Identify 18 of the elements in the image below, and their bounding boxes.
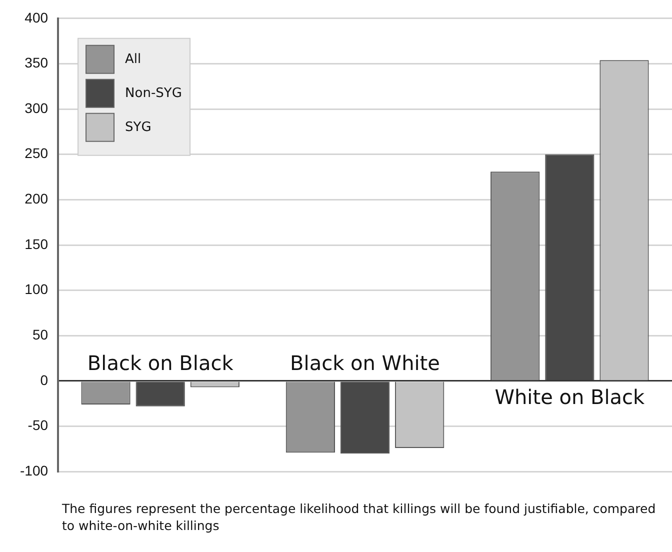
- y-tick-label: 50: [32, 326, 48, 342]
- y-tick-label: -50: [28, 417, 48, 434]
- y-tick-label: -100: [20, 462, 48, 478]
- y-tick-label: 100: [24, 281, 48, 298]
- text: The figures represent the percentage likelihood that killings will be found justifiable, compared to white-on-white killings: [62, 500, 657, 534]
- x-tick-label: Black on Black: [87, 351, 234, 376]
- y-tick-label: 150: [24, 236, 48, 252]
- x-tick-label: Black on White: [290, 351, 440, 376]
- y-tick-label: 400: [24, 9, 48, 26]
- legend-label: Non-SYG: [125, 86, 182, 101]
- y-tick-label: 350: [24, 54, 48, 71]
- y-tick-label: 0: [40, 372, 48, 388]
- legend-label: SYG: [125, 120, 152, 135]
- x-tick-label: White on Black: [494, 385, 646, 410]
- y-tick-label: 300: [24, 100, 48, 116]
- y-tick-label: 250: [24, 145, 48, 162]
- y-tick-label: 200: [24, 190, 48, 207]
- legend-label: All: [125, 52, 142, 67]
